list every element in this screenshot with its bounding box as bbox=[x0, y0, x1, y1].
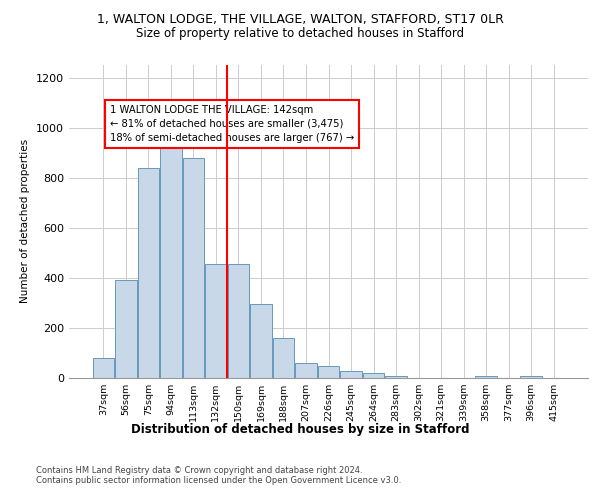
Bar bbox=[182, 158, 204, 378]
Bar bbox=[295, 362, 317, 378]
Y-axis label: Number of detached properties: Number of detached properties bbox=[20, 139, 31, 304]
Bar bbox=[273, 338, 294, 378]
Bar bbox=[160, 138, 182, 378]
Text: 1, WALTON LODGE, THE VILLAGE, WALTON, STAFFORD, ST17 0LR: 1, WALTON LODGE, THE VILLAGE, WALTON, ST… bbox=[97, 12, 503, 26]
Bar bbox=[228, 264, 249, 378]
Bar bbox=[475, 376, 497, 378]
Text: Contains HM Land Registry data © Crown copyright and database right 2024.: Contains HM Land Registry data © Crown c… bbox=[36, 466, 362, 475]
Bar bbox=[520, 376, 542, 378]
Bar bbox=[318, 366, 339, 378]
Bar bbox=[92, 358, 114, 378]
Text: 1 WALTON LODGE THE VILLAGE: 142sqm
← 81% of detached houses are smaller (3,475)
: 1 WALTON LODGE THE VILLAGE: 142sqm ← 81%… bbox=[110, 105, 354, 143]
Bar bbox=[137, 168, 159, 378]
Bar bbox=[363, 373, 384, 378]
Bar bbox=[205, 264, 227, 378]
Text: Contains public sector information licensed under the Open Government Licence v3: Contains public sector information licen… bbox=[36, 476, 401, 485]
Text: Distribution of detached houses by size in Stafford: Distribution of detached houses by size … bbox=[131, 422, 469, 436]
Bar bbox=[115, 280, 137, 378]
Bar bbox=[250, 304, 272, 378]
Bar bbox=[340, 370, 362, 378]
Bar bbox=[385, 376, 407, 378]
Text: Size of property relative to detached houses in Stafford: Size of property relative to detached ho… bbox=[136, 28, 464, 40]
